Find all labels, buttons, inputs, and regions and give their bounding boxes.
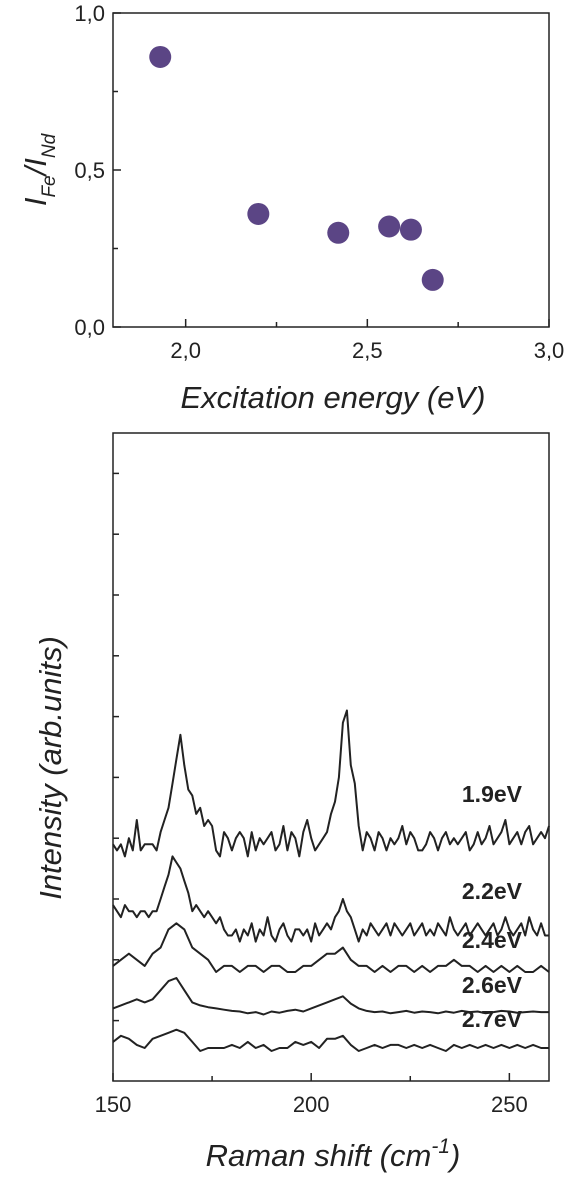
raman-panel: 150 200 250 1.9eV 2.2eV 2.4eV 2.6eV 2.7eV Rama… bbox=[33, 432, 550, 1173]
scatter-x-tick-label: 2,5 bbox=[352, 338, 383, 363]
scatter-point bbox=[327, 221, 350, 244]
raman-y-ticks bbox=[113, 472, 119, 1022]
raman-x-tick-label: 250 bbox=[491, 1092, 528, 1117]
scatter-point bbox=[399, 218, 422, 241]
spectrum-line-2-4ev bbox=[112, 922, 550, 973]
scatter-y-tick-label: 1,0 bbox=[74, 1, 105, 26]
raman-spectra: 1.9eV 2.2eV 2.4eV 2.6eV 2.7eV bbox=[112, 709, 550, 1052]
scatter-point bbox=[378, 215, 401, 238]
spectrum-line-1-9ev bbox=[112, 709, 550, 858]
scatter-point bbox=[247, 202, 270, 225]
scatter-point bbox=[149, 45, 172, 68]
scatter-plot-frame bbox=[112, 12, 550, 328]
scatter-y-tick-label: 0,5 bbox=[74, 158, 105, 183]
scatter-points bbox=[149, 45, 444, 291]
raman-x-ticks: 150 200 250 bbox=[95, 1073, 528, 1117]
scatter-x-axis-title: Excitation energy (eV) bbox=[181, 380, 486, 415]
spectrum-line-2-6ev bbox=[112, 977, 549, 1016]
raman-y-axis-title: Intensity (arb.units) bbox=[33, 636, 68, 900]
scatter-y-tick-label: 0,0 bbox=[74, 315, 105, 340]
raman-plot-frame bbox=[112, 432, 550, 1082]
spectrum-label: 2.4eV bbox=[462, 927, 523, 953]
scatter-panel: 2,0 2,5 3,0 0,0 0,5 1,0 Excitation energy (e… bbox=[18, 1, 564, 415]
scatter-y-axis-title: IFe/INd bbox=[18, 132, 60, 206]
spectrum-label: 2.2eV bbox=[462, 878, 523, 904]
raman-x-tick-label: 200 bbox=[293, 1092, 330, 1117]
scatter-x-tick-label: 3,0 bbox=[534, 338, 565, 363]
spectrum-label: 2.7eV bbox=[462, 1006, 523, 1032]
spectrum-label: 1.9eV bbox=[462, 781, 523, 807]
scatter-x-ticks: 2,0 2,5 3,0 bbox=[170, 319, 564, 363]
raman-x-axis-title: Raman shift (cm-1) bbox=[206, 1135, 461, 1173]
scatter-y-ticks: 0,0 0,5 1,0 bbox=[74, 1, 121, 340]
spectrum-line-2-2ev bbox=[112, 855, 549, 943]
spectrum-line-2-7ev bbox=[112, 1028, 549, 1052]
scatter-point bbox=[421, 268, 444, 291]
scatter-x-tick-label: 2,0 bbox=[170, 338, 201, 363]
spectrum-label: 2.6eV bbox=[462, 972, 523, 998]
raman-x-tick-label: 150 bbox=[95, 1092, 132, 1117]
